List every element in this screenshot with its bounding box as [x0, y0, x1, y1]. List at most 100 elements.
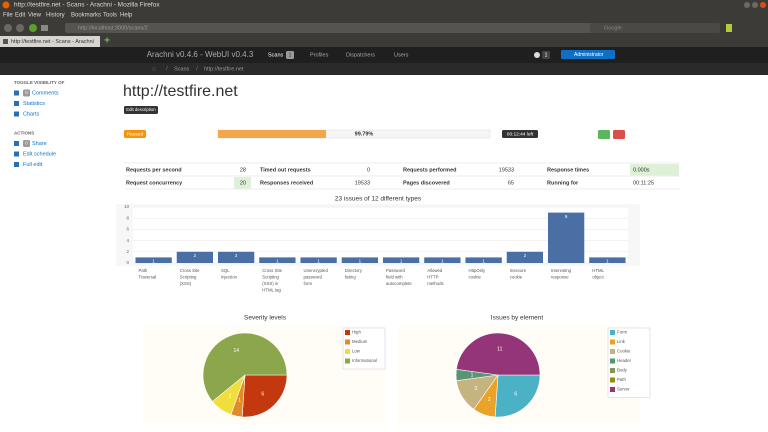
window-close[interactable]: [760, 2, 766, 8]
new-tab[interactable]: +: [104, 36, 110, 47]
stat-value: 00:11:25: [633, 180, 654, 186]
search-field[interactable]: [590, 23, 720, 33]
menu-item[interactable]: Tools: [103, 13, 117, 19]
cell-highlight: [630, 164, 679, 176]
abort-button[interactable]: [613, 130, 625, 139]
reload-button[interactable]: [29, 24, 37, 32]
window-button[interactable]: [752, 2, 758, 8]
menu-item[interactable]: History: [46, 13, 65, 19]
y-tick-label: 8: [126, 215, 129, 220]
legend-label: Form: [617, 330, 627, 335]
bar-value-label: 9: [565, 214, 568, 219]
y-tick-label: 2: [126, 249, 129, 254]
sidebar-link[interactable]: Full edit: [23, 162, 43, 168]
sidebar: [0, 75, 112, 432]
sidebar-heading: TOGGLE VISIBILITY OF: [14, 80, 65, 85]
sidebar-link[interactable]: Statistics: [23, 101, 45, 107]
slice-label: 11: [497, 346, 502, 352]
legend-swatch: [345, 358, 350, 364]
bar-value-label: 1: [317, 259, 320, 264]
x-tick-label: Insecure cookie: [510, 268, 528, 280]
stat-value: 0: [367, 167, 370, 173]
notification-icon[interactable]: [534, 52, 540, 58]
legend-label: Low: [352, 349, 361, 354]
stat-value: 20: [240, 180, 246, 186]
resume-button[interactable]: [598, 130, 610, 139]
menu-item[interactable]: Help: [120, 13, 133, 19]
legend-swatch: [345, 330, 350, 335]
url-field[interactable]: [65, 23, 720, 33]
sidebar-badge-count: 0: [25, 141, 28, 146]
window-button[interactable]: [744, 2, 750, 8]
stat-label: Timed out requests: [260, 167, 311, 173]
sidebar-link[interactable]: Comments: [32, 90, 59, 96]
back-button[interactable]: [4, 24, 12, 32]
x-tick-label: Allowed HTTP methods: [427, 268, 443, 286]
home-button[interactable]: [41, 25, 48, 31]
pie-slice: [494, 374, 541, 418]
nav-item[interactable]: Profiles: [310, 52, 329, 58]
edit-description-label[interactable]: Edit description: [126, 107, 156, 112]
pie-slice: [456, 332, 541, 376]
sidebar-icon: [14, 151, 19, 157]
x-tick-label: HTML object: [592, 268, 605, 280]
eta-label: 00:12:44 left: [507, 131, 534, 137]
tab-title[interactable]: http://testfire.net - Scans - Arachni: [11, 39, 94, 45]
bar: [300, 257, 337, 263]
bar: [589, 257, 626, 263]
x-tick-label: HttpOnly cookie: [468, 268, 486, 280]
breadcrumb-item[interactable]: http://testfire.net: [204, 66, 244, 72]
breadcrumb-home[interactable]: ⌂: [152, 67, 156, 73]
legend-swatch: [610, 339, 615, 345]
download-icon[interactable]: [726, 24, 732, 32]
bar-value-label: 2: [524, 253, 527, 258]
stat-label: Response times: [547, 167, 589, 173]
x-tick-label: Interesting response: [551, 268, 572, 280]
slice-label: 3: [474, 386, 477, 392]
legend-swatch: [610, 368, 615, 373]
tab-icon: [3, 39, 8, 44]
progress-label: 99.79%: [355, 131, 374, 137]
menu-item[interactable]: File: [3, 13, 13, 19]
slice-label: 6: [514, 391, 517, 397]
bar: [217, 251, 255, 263]
stat-label: Request concurrency: [126, 180, 183, 186]
bar-value-label: 1: [276, 259, 279, 264]
sidebar-heading: ACTIONS: [14, 131, 34, 136]
y-tick-label: 4: [126, 238, 129, 243]
stat-label: Responses received: [260, 180, 313, 186]
slice-label: 2: [488, 397, 491, 403]
legend-label: Server: [617, 387, 630, 392]
menu-item[interactable]: Bookmarks: [71, 13, 101, 19]
bar-value-label: 2: [194, 253, 197, 258]
user-name: Administrator: [574, 52, 604, 58]
sidebar-icon: [14, 162, 19, 167]
nav-item[interactable]: Dispatchers: [346, 52, 375, 58]
legend-label: Medium: [352, 339, 368, 344]
menu-item[interactable]: View: [28, 13, 42, 19]
forward-button[interactable]: [16, 24, 24, 32]
breadcrumb-item[interactable]: Scans: [174, 66, 190, 72]
brand[interactable]: Arachni v0.4.6 - WebUI v0.4.3: [147, 50, 254, 59]
sidebar-link[interactable]: Charts: [23, 111, 39, 117]
tab[interactable]: [0, 36, 100, 47]
nav-item[interactable]: Users: [394, 52, 409, 58]
stat-label: Requests performed: [403, 167, 457, 173]
sidebar-link[interactable]: Share: [32, 141, 47, 147]
notification-count: 1: [545, 52, 548, 58]
legend-label: Link: [617, 339, 626, 344]
bar: [382, 257, 420, 263]
bar: [424, 257, 461, 263]
nav-item[interactable]: Scans: [268, 52, 284, 58]
stat-label: Running for: [547, 180, 579, 186]
breadcrumb-bar: [0, 63, 768, 75]
menu-item[interactable]: Edit: [15, 13, 26, 19]
edit-description-button[interactable]: [124, 106, 158, 114]
user-button[interactable]: [561, 50, 615, 59]
sidebar-link[interactable]: Edit schedule: [23, 151, 56, 157]
bar-value-label: 1: [400, 259, 403, 264]
nav-badge: [286, 51, 294, 59]
x-tick-label: Cross Site Scripting (XSS) in HTML tag: [262, 268, 283, 293]
